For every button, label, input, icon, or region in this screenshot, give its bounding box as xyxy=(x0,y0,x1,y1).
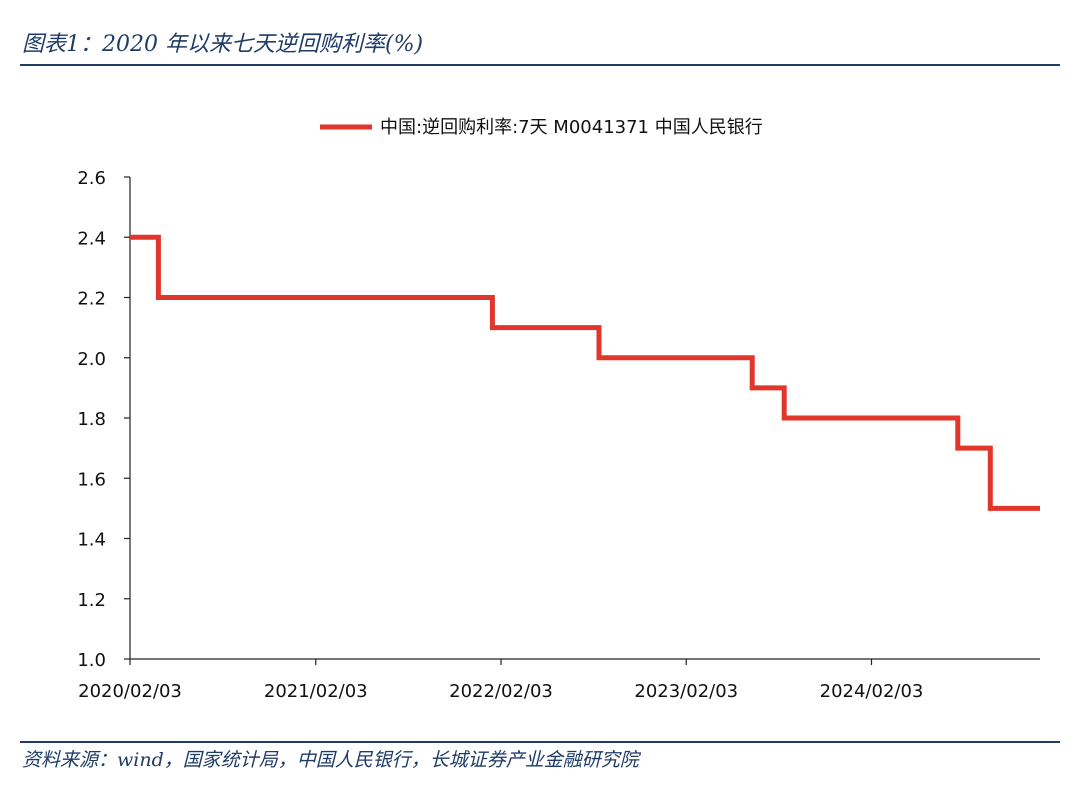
figure-title: 图表1：2020 年以来七天逆回购利率(%) xyxy=(22,32,424,57)
y-tick-label: 1.0 xyxy=(77,650,106,671)
y-tick-label: 2.0 xyxy=(77,349,106,370)
y-tick-label: 2.4 xyxy=(77,228,106,249)
x-tick-label: 2023/02/03 xyxy=(634,681,738,702)
legend: 中国:逆回购利率:7天 M0041371 中国人民银行 xyxy=(320,117,763,138)
x-tick-label: 2022/02/03 xyxy=(449,681,553,702)
y-tick-label: 2.2 xyxy=(77,289,106,310)
y-tick-label: 1.2 xyxy=(77,590,106,611)
series-line xyxy=(130,234,1040,511)
y-tick-label: 1.4 xyxy=(77,530,106,551)
source-divider xyxy=(20,741,1060,743)
series-layer xyxy=(130,234,1040,511)
title-divider xyxy=(20,64,1060,66)
y-tick-label: 2.6 xyxy=(77,168,106,189)
x-tick-label: 2020/02/03 xyxy=(78,681,182,702)
tick-labels: 1.0 1.2 1.4 1.6 1.8 2.0 2.2 2.4 2.6 2020/02/03 202… xyxy=(77,168,923,702)
legend-label: 中国:逆回购利率:7天 M0041371 中国人民银行 xyxy=(380,117,763,138)
y-tick-label: 1.8 xyxy=(77,409,106,430)
source-note: 资料来源：wind，国家统计局，中国人民银行，长城证券产业金融研究院 xyxy=(22,749,639,771)
axes xyxy=(124,176,1040,665)
x-tick-label: 2021/02/03 xyxy=(264,681,368,702)
x-tick-label: 2024/02/03 xyxy=(820,681,924,702)
y-tick-label: 1.6 xyxy=(77,469,106,490)
